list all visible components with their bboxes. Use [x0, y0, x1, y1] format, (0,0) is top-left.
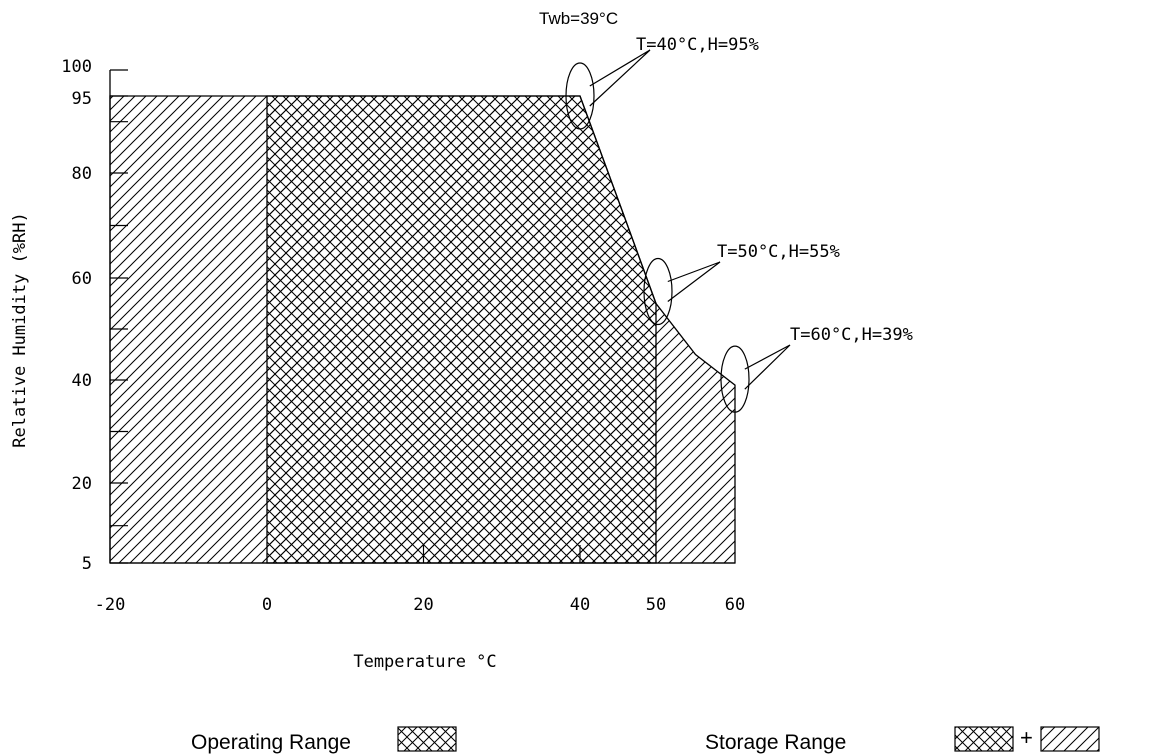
x-axis-label: Temperature °C [353, 652, 496, 672]
callout-pointer [667, 261, 721, 302]
x-tick-label: 50 [646, 595, 666, 615]
y-axis-label: Relative Humidity (%RH) [10, 212, 30, 447]
callout-ellipse [565, 62, 595, 130]
legend-plus: + [1020, 725, 1033, 750]
legend-label: Storage Range [705, 731, 846, 754]
legend-swatch [397, 726, 457, 752]
callout-pointer [744, 344, 791, 390]
legend-label: Operating Range [191, 731, 351, 754]
callout-label: T=40°C,H=95% [636, 35, 759, 55]
operating-range-area [266, 95, 657, 564]
legend-swatch [1040, 726, 1100, 752]
y-tick-label: 60 [72, 269, 92, 289]
y-tick-label: 40 [72, 371, 92, 391]
twb-annotation: Twb=39°C [539, 9, 618, 28]
callout-pointer [589, 49, 651, 107]
callout-ellipse [720, 345, 750, 413]
callout-ellipse [643, 257, 673, 326]
x-tick-label: 60 [725, 595, 745, 615]
x-tick-label: 0 [262, 595, 272, 615]
y-tick-label: 80 [72, 164, 92, 184]
x-tick-label: -20 [95, 595, 126, 615]
y-tick-label: 20 [72, 474, 92, 494]
x-tick-label: 40 [570, 595, 590, 615]
x-tick-label: 20 [413, 595, 433, 615]
callout-label: T=50°C,H=55% [717, 242, 840, 262]
y-tick-label: 95 [72, 89, 92, 109]
legend-swatch [954, 726, 1014, 752]
callout-label: T=60°C,H=39% [790, 325, 913, 345]
y-tick-label: 5 [82, 554, 92, 574]
y-tick-label: 100 [61, 57, 92, 77]
